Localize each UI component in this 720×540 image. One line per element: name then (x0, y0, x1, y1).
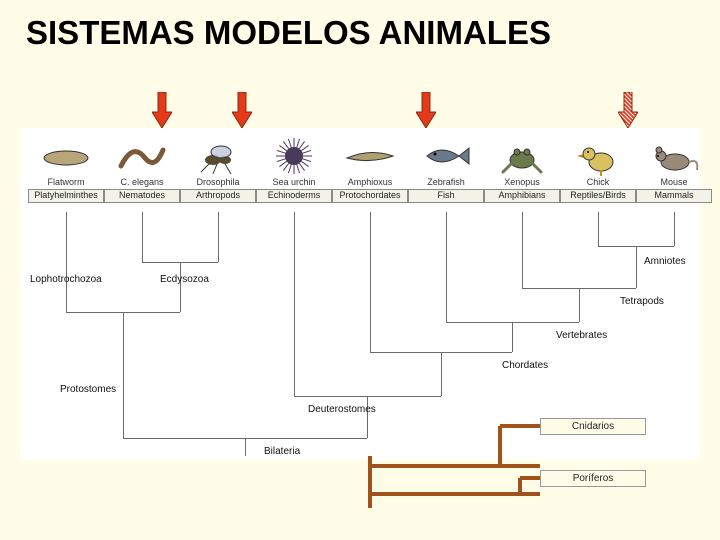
clade-lophotrochozoa: Lophotrochozoa (30, 274, 102, 285)
alt-seg-1 (370, 464, 540, 468)
organism-xenopus: Xenopus Amphibians (484, 136, 560, 203)
organism-mouse: Mouse Mammals (636, 136, 712, 203)
organism-celegans: C. elegans Nematodes (104, 136, 180, 203)
tree-seg-27 (245, 438, 246, 456)
urchin-common-name: Sea urchin (256, 178, 332, 187)
flatworm-phylum-box: Platyhelminthes (28, 189, 104, 203)
box-poriferos: Poríferos (540, 470, 646, 487)
tree-seg-6 (522, 212, 523, 288)
zebrafish-phylum-box: Fish (408, 189, 484, 203)
clade-tetrapods: Tetrapods (620, 296, 664, 307)
clade-chordates: Chordates (502, 360, 548, 371)
tree-seg-0 (66, 212, 67, 262)
tree-seg-3 (294, 212, 295, 396)
xenopus-icon (495, 136, 549, 176)
box-cnidarios: Cnidarios (540, 418, 646, 435)
tree-seg-23 (123, 312, 124, 376)
clade-protostomes: Protostomes (60, 384, 116, 395)
celegans-common-name: C. elegans (104, 178, 180, 187)
xenopus-phylum-box: Amphibians (484, 189, 560, 203)
celegans-phylum-box: Nematodes (104, 189, 180, 203)
tree-seg-18 (367, 396, 368, 438)
tree-seg-12 (579, 288, 580, 322)
amphioxus-common-name: Amphioxus (332, 178, 408, 187)
organism-drosophila: Drosophila Arthropods (180, 136, 256, 203)
alt-seg-4 (370, 492, 540, 496)
urchin-phylum-box: Echinoderms (256, 189, 332, 203)
xenopus-common-name: Xenopus (484, 178, 560, 187)
tree-seg-26 (123, 376, 124, 438)
chick-icon (571, 136, 625, 176)
tree-seg-10 (636, 246, 637, 288)
clade-vertebrates: Vertebrates (556, 330, 607, 341)
clade-amniotes: Amniotes (644, 256, 686, 267)
amphioxus-phylum-box: Protochordates (332, 189, 408, 203)
chick-common-name: Chick (560, 178, 636, 187)
organism-urchin: Sea urchin Echinoderms (256, 136, 332, 203)
clade-bilateria: Bilateria (264, 446, 300, 457)
mouse-phylum-box: Mammals (636, 189, 712, 203)
amphioxus-icon (343, 136, 397, 176)
model-arrow-0 (152, 92, 172, 128)
tree-seg-4 (370, 212, 371, 352)
slide-title: SISTEMAS MODELOS ANIMALES (26, 14, 551, 52)
organism-flatworm: Flatworm Platyhelminthes (28, 136, 104, 203)
tree-seg-5 (446, 212, 447, 322)
drosophila-common-name: Drosophila (180, 178, 256, 187)
tree-seg-7 (598, 212, 599, 246)
clade-ecdysozoa: Ecdysozoa (160, 274, 209, 285)
organism-zebrafish: Zebrafish Fish (408, 136, 484, 203)
alt-seg-6 (520, 476, 540, 480)
alt-seg-5 (518, 478, 522, 494)
zebrafish-icon (419, 136, 473, 176)
organism-amphioxus: Amphioxus Protochordates (332, 136, 408, 203)
model-arrow-3 (618, 92, 638, 128)
organism-chick: Chick Reptiles/Birds (560, 136, 636, 203)
alt-seg-2 (498, 426, 502, 466)
drosophila-phylum-box: Arthropods (180, 189, 256, 203)
tree-seg-2 (218, 212, 219, 262)
mouse-icon (647, 136, 701, 176)
tree-seg-24 (66, 312, 123, 313)
flatworm-common-name: Flatworm (28, 178, 104, 187)
flatworm-icon (39, 136, 93, 176)
zebrafish-common-name: Zebrafish (408, 178, 484, 187)
tree-seg-1 (142, 212, 143, 262)
tree-seg-20 (180, 262, 181, 312)
tree-seg-14 (512, 322, 513, 352)
clade-deuterostomes: Deuterostomes (308, 404, 376, 415)
mouse-common-name: Mouse (636, 178, 712, 187)
model-arrow-1 (232, 92, 252, 128)
drosophila-icon (191, 136, 245, 176)
urchin-icon (267, 136, 321, 176)
model-arrow-2 (416, 92, 436, 128)
chick-phylum-box: Reptiles/Birds (560, 189, 636, 203)
celegans-icon (115, 136, 169, 176)
tree-seg-16 (441, 352, 442, 396)
alt-seg-3 (500, 424, 540, 428)
tree-seg-22 (66, 262, 67, 312)
tree-seg-8 (674, 212, 675, 246)
